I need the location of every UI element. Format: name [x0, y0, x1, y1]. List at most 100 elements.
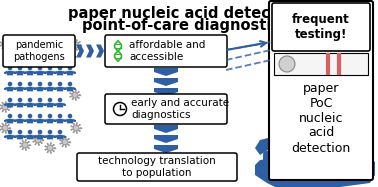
FancyBboxPatch shape — [295, 147, 317, 173]
Circle shape — [41, 142, 43, 144]
Circle shape — [73, 42, 79, 48]
Circle shape — [70, 92, 71, 94]
Circle shape — [79, 41, 81, 43]
Polygon shape — [37, 71, 43, 75]
FancyBboxPatch shape — [329, 151, 349, 177]
Circle shape — [59, 143, 61, 145]
Polygon shape — [154, 135, 178, 143]
Circle shape — [76, 39, 78, 41]
Circle shape — [45, 145, 46, 147]
Circle shape — [38, 130, 42, 134]
Circle shape — [80, 127, 82, 129]
Polygon shape — [7, 135, 13, 139]
Circle shape — [47, 145, 53, 151]
Circle shape — [79, 47, 81, 49]
Polygon shape — [17, 71, 23, 75]
Circle shape — [68, 50, 72, 54]
Polygon shape — [86, 45, 94, 57]
Polygon shape — [47, 103, 53, 107]
Circle shape — [38, 134, 40, 136]
Circle shape — [8, 130, 9, 132]
FancyBboxPatch shape — [3, 35, 75, 67]
Circle shape — [22, 142, 28, 148]
Circle shape — [48, 50, 52, 54]
Circle shape — [18, 50, 22, 54]
Circle shape — [18, 130, 22, 134]
Text: technology translation
to population: technology translation to population — [98, 156, 216, 178]
Circle shape — [48, 130, 52, 134]
Circle shape — [8, 66, 12, 70]
Circle shape — [50, 152, 52, 154]
Circle shape — [58, 66, 62, 70]
Circle shape — [2, 110, 3, 112]
Polygon shape — [255, 138, 272, 155]
Circle shape — [69, 141, 71, 143]
Circle shape — [28, 82, 32, 86]
Circle shape — [58, 114, 62, 118]
Polygon shape — [7, 87, 13, 91]
Polygon shape — [57, 119, 63, 123]
Circle shape — [38, 98, 42, 102]
Polygon shape — [17, 55, 23, 59]
Circle shape — [58, 130, 62, 134]
Circle shape — [8, 124, 9, 126]
Polygon shape — [47, 71, 53, 75]
Polygon shape — [17, 87, 23, 91]
Circle shape — [18, 82, 22, 86]
Circle shape — [73, 48, 74, 50]
Circle shape — [48, 98, 52, 102]
Circle shape — [58, 50, 62, 54]
Circle shape — [2, 47, 3, 49]
Circle shape — [22, 148, 23, 150]
Circle shape — [9, 43, 11, 45]
Circle shape — [29, 144, 31, 146]
Circle shape — [45, 149, 46, 151]
Circle shape — [8, 109, 9, 111]
Circle shape — [38, 144, 40, 146]
Polygon shape — [27, 103, 33, 107]
Polygon shape — [67, 119, 73, 123]
Polygon shape — [37, 55, 43, 59]
Circle shape — [28, 147, 29, 149]
Polygon shape — [7, 119, 13, 123]
Circle shape — [75, 89, 77, 91]
Polygon shape — [57, 135, 63, 139]
Circle shape — [5, 48, 7, 50]
Circle shape — [9, 106, 11, 108]
Circle shape — [58, 82, 62, 86]
Circle shape — [65, 136, 67, 138]
Circle shape — [2, 41, 8, 47]
Circle shape — [48, 82, 52, 86]
Circle shape — [279, 56, 295, 72]
Circle shape — [46, 151, 48, 153]
Circle shape — [8, 103, 9, 105]
Circle shape — [71, 125, 72, 127]
Circle shape — [2, 104, 8, 110]
Polygon shape — [57, 103, 63, 107]
Polygon shape — [57, 55, 63, 59]
Polygon shape — [27, 135, 33, 139]
Circle shape — [113, 102, 127, 116]
Polygon shape — [37, 103, 43, 107]
Circle shape — [71, 46, 72, 47]
Circle shape — [48, 114, 52, 118]
Circle shape — [79, 130, 81, 132]
Circle shape — [25, 149, 27, 151]
Polygon shape — [17, 119, 23, 123]
Polygon shape — [7, 71, 13, 75]
Circle shape — [8, 114, 12, 118]
Circle shape — [5, 111, 7, 113]
Polygon shape — [47, 55, 53, 59]
Circle shape — [79, 124, 81, 126]
Circle shape — [0, 129, 1, 131]
Circle shape — [38, 82, 42, 86]
Circle shape — [5, 132, 7, 134]
Circle shape — [0, 104, 1, 106]
Circle shape — [42, 139, 44, 141]
Polygon shape — [27, 71, 33, 75]
Circle shape — [9, 127, 11, 129]
Circle shape — [54, 147, 56, 149]
Circle shape — [20, 142, 21, 144]
Circle shape — [18, 98, 22, 102]
Polygon shape — [7, 55, 13, 59]
